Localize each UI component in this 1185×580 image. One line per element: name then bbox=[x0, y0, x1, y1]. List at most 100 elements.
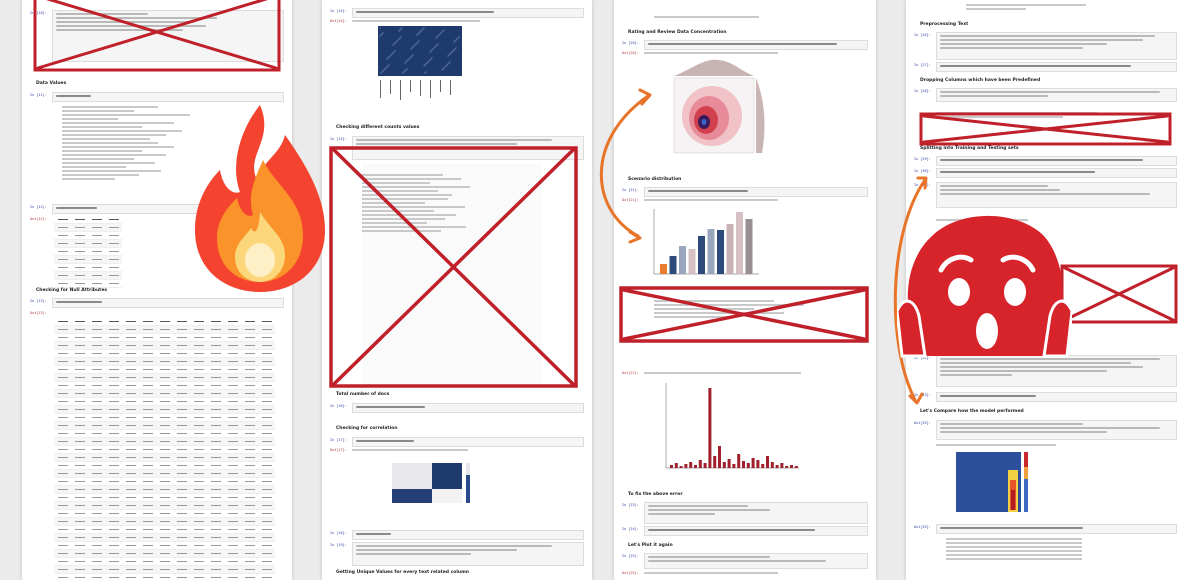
table-cell bbox=[71, 422, 88, 429]
heatmap-dot bbox=[406, 60, 408, 62]
code-cell[interactable]: In [26]: bbox=[914, 32, 1177, 60]
code-cell[interactable]: In [14]: bbox=[330, 8, 584, 18]
output-row: Out[13]: bbox=[30, 310, 284, 316]
output-row: Out[22]: bbox=[622, 370, 868, 376]
code-cell[interactable]: In [29]: bbox=[914, 156, 1177, 166]
code-cell[interactable]: In [32]: bbox=[914, 355, 1177, 387]
table-cell bbox=[88, 438, 105, 445]
code-cell[interactable]: In [28]: bbox=[914, 88, 1177, 102]
table-cell bbox=[224, 526, 241, 533]
table-cell bbox=[173, 534, 190, 541]
output-row: Out[17]: bbox=[330, 447, 584, 453]
code-cell[interactable]: In [27]: bbox=[914, 62, 1177, 72]
table-cell bbox=[105, 390, 122, 397]
table-cell bbox=[54, 414, 71, 421]
arrow-head bbox=[908, 392, 924, 405]
code-cell[interactable]: In [21]: bbox=[622, 187, 868, 197]
table-row bbox=[54, 414, 275, 422]
right-hand bbox=[1042, 299, 1072, 358]
cell-prompt: Out[21]: bbox=[622, 198, 639, 202]
table-cell bbox=[54, 390, 71, 397]
table-cell bbox=[241, 478, 258, 485]
table-cell bbox=[105, 358, 122, 365]
code-cell[interactable]: In [16]: bbox=[330, 403, 584, 413]
table-cell bbox=[139, 518, 156, 525]
heatmap-dot bbox=[386, 58, 388, 60]
heatmap-dot bbox=[437, 35, 439, 37]
left-eyebrow bbox=[938, 254, 974, 273]
table-cell bbox=[173, 478, 190, 485]
crossed-box bbox=[33, 0, 281, 72]
code-cell[interactable]: Out[33]: bbox=[914, 420, 1177, 440]
table-cell bbox=[173, 566, 190, 573]
tick-label bbox=[440, 80, 441, 92]
heatmap-dot bbox=[454, 40, 456, 42]
code-cell[interactable]: In [17]: bbox=[330, 437, 584, 447]
table-cell bbox=[139, 478, 156, 485]
cell-prompt: In [10]: bbox=[30, 11, 47, 15]
table-cell bbox=[156, 374, 173, 381]
code-cell[interactable]: In [24]: bbox=[622, 526, 868, 536]
heatmap-dot bbox=[428, 60, 430, 62]
table-cell bbox=[258, 382, 275, 389]
right-eye bbox=[1004, 278, 1026, 306]
table-cell bbox=[224, 534, 241, 541]
bar bbox=[736, 212, 743, 274]
code-cell[interactable]: In [31]: bbox=[914, 182, 1177, 208]
table-cell bbox=[71, 566, 88, 573]
table-cell bbox=[122, 350, 139, 357]
heatmap-dot bbox=[444, 66, 446, 68]
table-cell bbox=[71, 454, 88, 461]
cell-prompt: In [20]: bbox=[622, 41, 639, 45]
table-cell bbox=[207, 334, 224, 341]
code-cell[interactable]: In [19]: bbox=[330, 542, 584, 566]
table-cell bbox=[241, 510, 258, 517]
table-cell bbox=[190, 414, 207, 421]
heatmap-dot bbox=[458, 36, 460, 38]
table-cell bbox=[88, 264, 105, 271]
table-cell bbox=[105, 566, 122, 573]
table-cell bbox=[71, 272, 88, 279]
describe-table bbox=[54, 216, 122, 288]
table-cell bbox=[139, 446, 156, 453]
heatmap-dot bbox=[383, 69, 385, 71]
table-cell bbox=[122, 326, 139, 333]
table-cell bbox=[54, 422, 71, 429]
table-cell bbox=[122, 510, 139, 517]
heatmap-dot bbox=[455, 39, 457, 41]
table-cell bbox=[156, 534, 173, 541]
code-cell[interactable]: In [25]: bbox=[622, 553, 868, 569]
table-cell bbox=[71, 224, 88, 231]
heatmap-dot bbox=[409, 57, 411, 59]
heatmap-dot bbox=[423, 65, 425, 67]
table-cell bbox=[71, 542, 88, 549]
table-cell bbox=[139, 390, 156, 397]
code-cell[interactable]: In [20]: bbox=[622, 40, 868, 50]
code-cell[interactable]: In [11]: bbox=[30, 92, 284, 102]
table-cell bbox=[71, 478, 88, 485]
table-cell bbox=[139, 542, 156, 549]
table-cell bbox=[105, 526, 122, 533]
code-cell[interactable]: In [30]: bbox=[914, 168, 1177, 178]
code-cell[interactable]: In [18]: bbox=[330, 530, 584, 540]
table-cell bbox=[71, 248, 88, 255]
table-cell bbox=[258, 558, 275, 565]
heatmap-cell bbox=[392, 489, 432, 503]
table-cell bbox=[190, 334, 207, 341]
heatmap-dot bbox=[453, 41, 455, 43]
table-cell bbox=[54, 574, 71, 580]
heatmap-dot bbox=[438, 34, 440, 36]
table-cell bbox=[190, 542, 207, 549]
heatmap-dot bbox=[417, 33, 419, 35]
code-cell[interactable]: In [23]: bbox=[622, 502, 868, 524]
heatmap-dot bbox=[384, 68, 386, 70]
code-cell[interactable]: In [13]: bbox=[30, 298, 284, 308]
table-cell bbox=[207, 478, 224, 485]
table-cell bbox=[241, 374, 258, 381]
heatmap-dot bbox=[457, 37, 459, 39]
code-cell[interactable]: Out[33]: bbox=[914, 524, 1177, 534]
table-cell bbox=[105, 350, 122, 357]
table-cell bbox=[54, 326, 71, 333]
table-cell bbox=[241, 414, 258, 421]
table-cell bbox=[88, 414, 105, 421]
